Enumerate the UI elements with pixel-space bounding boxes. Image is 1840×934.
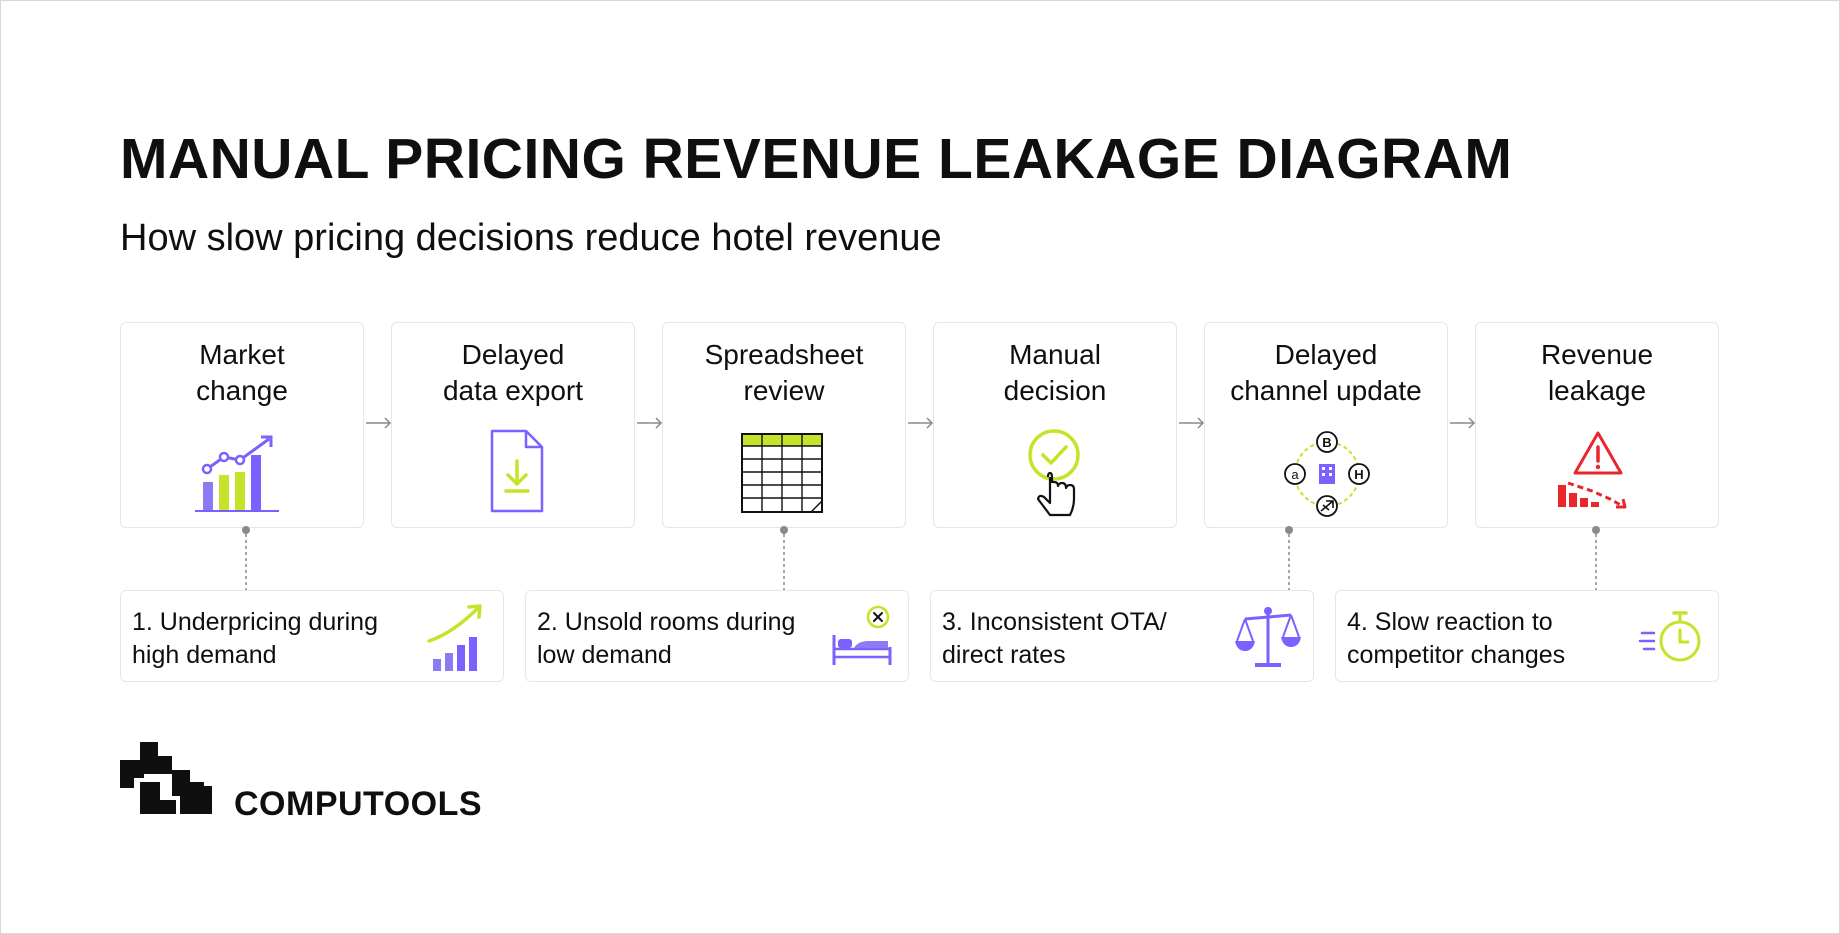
booking-letter: B [1322, 435, 1331, 450]
connector-line [242, 526, 250, 591]
issue-label: 1. Underpricing during high demand [132, 608, 378, 669]
channel-network-icon: B a H [1284, 431, 1370, 517]
issue-card-underpricing: 1. Underpricing during high demand [120, 590, 504, 682]
issue-label: 3. Inconsistent OTA/ direct rates [942, 608, 1167, 669]
empty-bed-icon [832, 605, 892, 665]
step-label: Market change [196, 339, 288, 406]
step-label: Delayed channel update [1230, 339, 1422, 406]
rising-bars-icon [427, 604, 482, 671]
flow-arrow-icon [1179, 417, 1205, 429]
airbnb-letter: a [1291, 467, 1299, 482]
step-card-revenue-leakage: Revenue leakage [1475, 322, 1719, 528]
spreadsheet-icon [741, 433, 823, 513]
connector-line [780, 526, 788, 591]
file-download-icon [490, 429, 544, 513]
flow-arrow-icon [1450, 417, 1476, 429]
brand-name: COMPUTOOLS [234, 785, 483, 823]
page-subtitle: How slow pricing decisions reduce hotel … [120, 217, 942, 259]
computools-logo-icon [120, 742, 212, 814]
step-card-delayed-data-export: Delayed data export [391, 322, 635, 528]
flow-arrow-icon [637, 417, 663, 429]
step-label: Delayed data export [442, 339, 584, 406]
connector-line [1592, 526, 1600, 591]
step-card-spreadsheet-review: Spreadsheet review [662, 322, 906, 528]
scales-icon [1235, 607, 1301, 667]
step-card-delayed-channel-update: Delayed channel update B a H [1204, 322, 1448, 528]
issue-label: 4. Slow reaction to competitor changes [1347, 608, 1566, 669]
flow-arrow-icon [366, 417, 392, 429]
warning-decline-icon [1558, 431, 1627, 509]
connector-line [1285, 526, 1293, 591]
step-label: Revenue leakage [1540, 339, 1654, 406]
step-card-manual-decision: Manual decision [933, 322, 1177, 528]
step-label: Spreadsheet review [704, 339, 864, 406]
stopwatch-icon [1638, 611, 1701, 662]
issue-card-slow-reaction: 4. Slow reaction to competitor changes [1335, 590, 1719, 682]
step-card-market-change: Market change [120, 322, 364, 528]
step-label: Manual decision [1003, 339, 1107, 406]
hotels-letter: H [1354, 467, 1363, 482]
flow-arrow-icon [908, 417, 934, 429]
trend-chart-icon [195, 435, 279, 512]
issue-label: 2. Unsold rooms during low demand [537, 608, 796, 669]
click-check-icon [1028, 429, 1080, 517]
issue-card-inconsistent-rates: 3. Inconsistent OTA/ direct rates [930, 590, 1314, 682]
page-title: MANUAL PRICING REVENUE LEAKAGE DIAGRAM [120, 127, 1513, 191]
issue-card-unsold-rooms: 2. Unsold rooms during low demand [525, 590, 909, 682]
